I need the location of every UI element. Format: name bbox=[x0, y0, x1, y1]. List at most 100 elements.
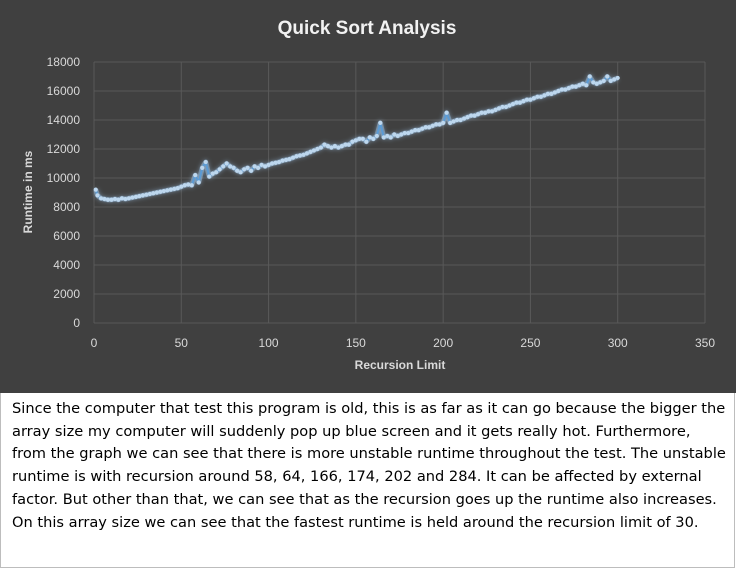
y-tick-label: 12000 bbox=[47, 142, 81, 156]
data-point bbox=[346, 142, 351, 147]
data-point bbox=[207, 174, 212, 179]
quick-sort-chart: Quick Sort Analysis 02000400060008000100… bbox=[21, 18, 715, 372]
data-point bbox=[392, 132, 397, 137]
data-point bbox=[535, 94, 540, 99]
data-point bbox=[472, 113, 477, 118]
data-point bbox=[482, 110, 488, 115]
data-point bbox=[98, 196, 104, 201]
data-point bbox=[336, 145, 341, 150]
data-point bbox=[210, 171, 215, 176]
data-point bbox=[381, 135, 386, 140]
data-point bbox=[318, 145, 324, 150]
data-point bbox=[126, 196, 132, 201]
data-point bbox=[200, 165, 205, 170]
data-point bbox=[591, 80, 596, 85]
data-point bbox=[262, 164, 268, 169]
data-point bbox=[458, 117, 463, 123]
data-point bbox=[217, 167, 222, 172]
data-point bbox=[332, 144, 338, 149]
data-point bbox=[374, 133, 379, 139]
data-point bbox=[500, 104, 505, 110]
data-point bbox=[308, 149, 313, 154]
data-point bbox=[475, 112, 481, 117]
data-point bbox=[105, 197, 111, 202]
data-point bbox=[259, 162, 264, 168]
data-point bbox=[503, 104, 509, 110]
data-point bbox=[402, 130, 407, 136]
data-point bbox=[137, 194, 142, 199]
data-point bbox=[297, 153, 303, 158]
data-point bbox=[444, 110, 449, 115]
data-point bbox=[559, 87, 564, 92]
data-point bbox=[182, 183, 187, 188]
chart-panel: Quick Sort Analysis 0 2000 4000 6000 8000 100… bbox=[0, 0, 736, 393]
data-point bbox=[287, 157, 292, 162]
data-point bbox=[252, 164, 257, 169]
y-axis-ticks: 0 2000 4000 6000 8000 10000 12000 14000 16000 180… bbox=[47, 55, 81, 330]
data-point bbox=[489, 109, 495, 114]
data-point bbox=[151, 191, 156, 196]
data-point bbox=[420, 126, 425, 131]
data-point bbox=[304, 151, 310, 156]
data-point bbox=[343, 142, 348, 147]
data-point bbox=[269, 161, 275, 166]
data-point bbox=[612, 77, 617, 82]
data-point bbox=[172, 186, 177, 191]
data-point bbox=[461, 116, 467, 121]
data-point bbox=[524, 97, 530, 102]
data-point bbox=[140, 193, 145, 198]
data-point bbox=[133, 194, 138, 199]
series-layer bbox=[93, 74, 619, 203]
data-point bbox=[238, 170, 243, 175]
data-point bbox=[245, 165, 250, 170]
data-point bbox=[322, 142, 327, 147]
data-point bbox=[430, 123, 435, 128]
y-tick-label: 10000 bbox=[47, 171, 81, 185]
data-point bbox=[214, 170, 219, 175]
x-tick-label: 150 bbox=[346, 336, 366, 350]
x-tick-label: 50 bbox=[175, 336, 189, 350]
data-point bbox=[168, 187, 173, 192]
data-point bbox=[294, 154, 299, 159]
data-point bbox=[573, 84, 578, 89]
y-tick-label: 0 bbox=[73, 316, 80, 330]
data-point bbox=[154, 190, 159, 195]
data-point bbox=[545, 91, 550, 96]
data-point bbox=[496, 106, 502, 111]
data-point bbox=[290, 155, 296, 160]
data-point bbox=[350, 139, 355, 144]
data-point bbox=[179, 184, 184, 189]
x-tick-label: 100 bbox=[259, 336, 279, 350]
data-point bbox=[465, 115, 470, 120]
data-point bbox=[231, 165, 236, 170]
data-point bbox=[413, 128, 418, 133]
data-point bbox=[276, 159, 282, 165]
data-point bbox=[93, 187, 98, 192]
data-point bbox=[301, 152, 306, 157]
x-tick-label: 350 bbox=[695, 336, 715, 350]
data-point bbox=[388, 135, 393, 140]
data-point bbox=[549, 91, 554, 96]
data-point bbox=[521, 99, 526, 104]
data-point bbox=[510, 101, 516, 107]
data-point bbox=[325, 144, 331, 149]
data-point bbox=[196, 180, 201, 185]
data-point bbox=[493, 107, 498, 112]
chart-title: Quick Sort Analysis bbox=[278, 18, 457, 39]
data-point bbox=[531, 96, 537, 101]
data-point bbox=[193, 173, 198, 178]
data-point bbox=[580, 81, 585, 86]
data-point bbox=[221, 164, 226, 169]
data-point bbox=[441, 120, 446, 125]
x-tick-label: 0 bbox=[91, 336, 98, 350]
y-tick-label: 18000 bbox=[47, 55, 81, 69]
x-axis-label: Recursion Limit bbox=[355, 358, 446, 372]
data-point bbox=[144, 192, 149, 197]
data-point bbox=[116, 197, 121, 202]
data-point bbox=[339, 144, 344, 149]
data-point bbox=[598, 80, 603, 85]
data-point bbox=[423, 125, 428, 130]
data-point bbox=[378, 120, 383, 125]
data-point bbox=[109, 197, 114, 202]
data-point bbox=[538, 94, 544, 99]
